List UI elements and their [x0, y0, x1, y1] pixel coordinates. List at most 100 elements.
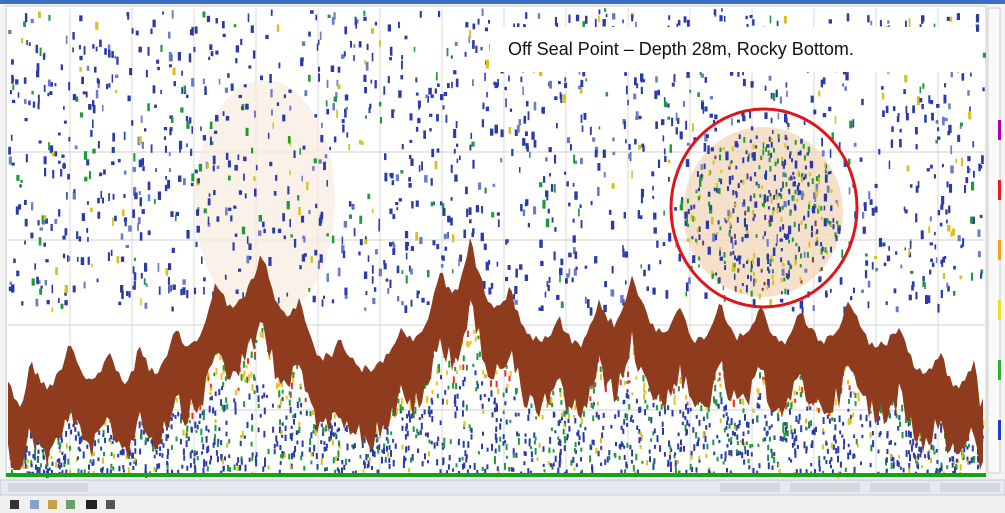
echo-speck: [121, 291, 124, 299]
echo-speck: [629, 445, 631, 450]
echo-speck: [788, 226, 791, 235]
echo-speck: [718, 178, 720, 182]
echo-speck: [336, 110, 338, 118]
echo-speck: [274, 444, 276, 449]
echo-speck: [172, 10, 174, 19]
echo-speck: [824, 206, 826, 211]
echo-speck: [469, 424, 471, 428]
echo-speck: [227, 73, 229, 78]
echo-speck: [807, 252, 809, 258]
echo-speck: [767, 260, 769, 265]
echo-speck: [284, 453, 286, 458]
echo-speck: [462, 410, 464, 416]
echo-speck: [389, 209, 392, 215]
echo-speck: [625, 280, 627, 284]
echo-speck: [759, 372, 761, 378]
echo-speck: [624, 212, 626, 218]
echo-speck: [640, 445, 642, 449]
echo-speck: [762, 438, 764, 442]
echo-speck: [284, 94, 286, 98]
echo-speck: [781, 248, 783, 251]
echo-speck: [800, 301, 803, 309]
echo-speck: [753, 409, 755, 413]
echo-speck: [709, 423, 711, 427]
echo-speck: [635, 377, 637, 380]
echo-speck: [904, 247, 906, 250]
echo-speck: [906, 113, 909, 120]
echo-speck: [794, 222, 796, 227]
echo-speck: [60, 463, 62, 468]
echo-speck: [186, 290, 188, 298]
echo-speck: [886, 106, 889, 113]
echo-speck: [742, 439, 744, 445]
echo-speck: [769, 263, 771, 266]
echo-speck: [247, 422, 249, 428]
echo-speck: [771, 93, 773, 99]
echo-speck: [444, 234, 447, 239]
echo-speck: [884, 263, 887, 266]
echo-speck: [787, 402, 789, 407]
echo-speck: [224, 405, 226, 411]
echo-speck: [475, 336, 477, 341]
echo-speck: [627, 372, 629, 377]
echo-speck: [97, 279, 99, 283]
echo-speck: [186, 95, 188, 99]
echo-speck: [742, 283, 744, 286]
tool-button[interactable]: [86, 500, 97, 509]
echo-speck: [415, 434, 417, 438]
echo-speck: [469, 145, 471, 151]
echo-speck: [183, 456, 185, 461]
echo-speck: [131, 453, 133, 459]
echo-speck: [467, 469, 469, 473]
echo-speck: [693, 205, 695, 209]
tool-button[interactable]: [106, 500, 115, 509]
echo-speck: [219, 355, 221, 360]
echo-speck: [44, 215, 46, 220]
echo-speck: [860, 462, 862, 466]
echo-speck: [102, 458, 104, 464]
echo-speck: [438, 367, 440, 372]
echo-speck: [245, 465, 247, 472]
echo-speck: [154, 467, 156, 472]
echo-speck: [622, 245, 624, 251]
echo-speck: [891, 140, 893, 148]
echo-speck: [675, 467, 677, 474]
echo-speck: [482, 410, 484, 414]
echo-speck: [54, 151, 57, 156]
echo-speck: [944, 118, 947, 121]
echo-speck: [269, 162, 272, 166]
echo-speck: [514, 300, 517, 305]
echo-speck: [484, 469, 486, 473]
echo-speck: [429, 128, 431, 131]
echo-speck: [37, 63, 40, 71]
echo-speck: [440, 469, 442, 473]
echo-speck: [421, 414, 423, 418]
echo-speck: [756, 182, 758, 186]
echo-speck: [951, 231, 953, 237]
tool-button[interactable]: [10, 500, 19, 509]
echo-speck: [686, 217, 688, 223]
tool-button[interactable]: [30, 500, 39, 509]
echo-speck: [321, 458, 323, 465]
tool-button[interactable]: [48, 500, 57, 509]
echo-speck: [101, 191, 103, 199]
echo-speck: [303, 466, 305, 471]
echo-speck: [197, 178, 199, 183]
echo-speck: [396, 207, 398, 210]
echo-speck: [277, 102, 279, 106]
echo-speck: [168, 277, 170, 285]
echo-speck: [247, 358, 249, 364]
echo-speck: [674, 74, 676, 82]
tool-button[interactable]: [66, 500, 75, 509]
echo-speck: [171, 445, 173, 450]
echo-speck: [706, 444, 708, 450]
echo-speck: [792, 172, 794, 175]
echo-speck: [747, 275, 749, 279]
echo-speck: [84, 151, 87, 160]
echo-speck: [440, 375, 442, 379]
echo-speck: [886, 449, 888, 454]
echo-speck: [485, 28, 488, 32]
echo-speck: [203, 416, 205, 421]
echo-speck: [500, 158, 502, 162]
echo-speck: [27, 465, 29, 468]
